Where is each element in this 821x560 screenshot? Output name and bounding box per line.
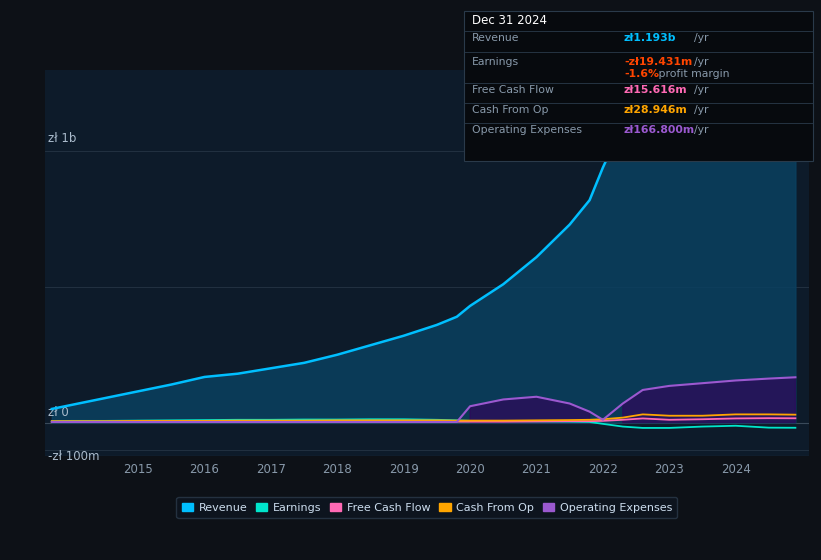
- Text: zł15.616m: zł15.616m: [624, 85, 687, 95]
- Text: Earnings: Earnings: [472, 58, 519, 68]
- Text: zł166.800m: zł166.800m: [624, 125, 695, 136]
- Text: Cash From Op: Cash From Op: [472, 105, 548, 115]
- Text: Operating Expenses: Operating Expenses: [472, 125, 582, 136]
- Text: zł28.946m: zł28.946m: [624, 105, 688, 115]
- Text: zł 0: zł 0: [48, 406, 69, 419]
- Text: /yr: /yr: [694, 58, 709, 68]
- Text: -zł 100m: -zł 100m: [48, 450, 100, 464]
- Text: Free Cash Flow: Free Cash Flow: [472, 85, 554, 95]
- Text: Dec 31 2024: Dec 31 2024: [472, 13, 547, 26]
- Text: /yr: /yr: [694, 105, 709, 115]
- Text: -zł19.431m: -zł19.431m: [624, 58, 692, 68]
- Text: zł1.193b: zł1.193b: [624, 34, 677, 44]
- Text: Revenue: Revenue: [472, 34, 520, 44]
- Text: /yr: /yr: [694, 125, 709, 136]
- Text: zł 1b: zł 1b: [48, 132, 77, 144]
- Text: profit margin: profit margin: [655, 69, 730, 79]
- Text: /yr: /yr: [694, 34, 709, 44]
- Text: -1.6%: -1.6%: [624, 69, 659, 79]
- Legend: Revenue, Earnings, Free Cash Flow, Cash From Op, Operating Expenses: Revenue, Earnings, Free Cash Flow, Cash …: [177, 497, 677, 519]
- Text: /yr: /yr: [694, 85, 709, 95]
